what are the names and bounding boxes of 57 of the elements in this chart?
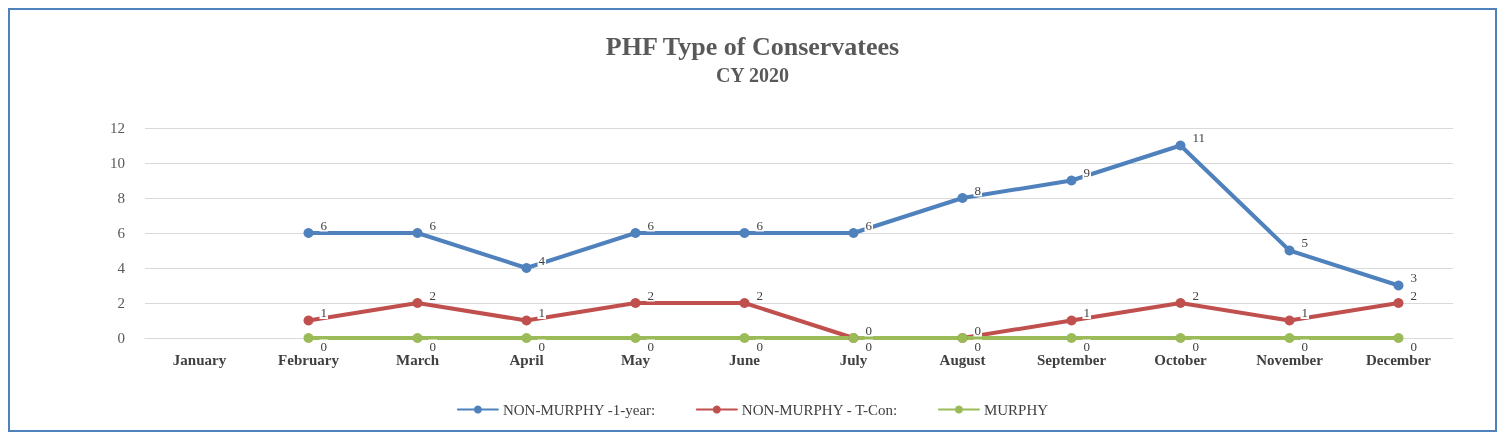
x-tick-label: May [620, 351, 651, 368]
data-label: 0 [1192, 338, 1199, 354]
x-tick-label: April [509, 351, 544, 368]
data-label: 0 [320, 338, 327, 354]
data-label: 1 [1301, 305, 1308, 320]
data-label: 0 [865, 322, 872, 338]
x-tick-label: July [839, 351, 868, 368]
y-tick-label: 10 [110, 155, 125, 171]
data-label: 0 [974, 322, 981, 338]
data-label: 2 [429, 287, 436, 303]
legend-label: MURPHY [983, 401, 1049, 418]
data-label: 0 [429, 338, 436, 354]
data-label: 6 [756, 217, 764, 233]
chart-title: PHF Type of Conservatees [605, 31, 900, 61]
data-label: 1 [1083, 305, 1090, 320]
data-label: 4 [538, 252, 546, 268]
data-label: 8 [974, 182, 981, 198]
data-label: 0 [1410, 338, 1417, 354]
chart-subtitle: CY 2020 [715, 64, 790, 86]
data-label: 0 [865, 338, 872, 354]
x-tick-label: December [1366, 351, 1432, 368]
x-tick-label: October [1154, 351, 1208, 368]
data-label: 0 [538, 338, 545, 354]
y-tick-label: 4 [117, 260, 126, 276]
data-label: 6 [647, 217, 655, 233]
data-label: 1 [538, 305, 545, 320]
y-tick-label: 8 [117, 190, 125, 206]
data-label: 2 [756, 287, 763, 303]
legend-label: NON-MURPHY - T-Con: [741, 401, 898, 418]
y-tick-label: 6 [117, 225, 126, 241]
x-tick-label: January [172, 351, 227, 368]
x-tick-label: November [1256, 351, 1324, 368]
data-label: 0 [1301, 338, 1308, 354]
y-tick-label: 12 [110, 120, 125, 136]
x-tick-label: September [1036, 351, 1107, 368]
x-tick-label: March [395, 351, 440, 368]
data-label: 1 [320, 305, 327, 320]
data-label: 3 [1410, 270, 1417, 285]
data-label: 2 [1192, 287, 1199, 303]
data-label: 5 [1301, 235, 1308, 250]
legend-label: NON-MURPHY -1-year: [502, 401, 656, 418]
x-tick-label: August [939, 351, 986, 368]
data-label: 6 [429, 217, 437, 233]
data-label: 9 [1083, 165, 1090, 180]
data-label: 2 [1410, 287, 1417, 303]
data-label: 11 [1192, 130, 1206, 145]
y-tick-label: 2 [117, 295, 125, 311]
data-label: 6 [320, 217, 328, 233]
data-label: 0 [647, 338, 654, 354]
data-label: 0 [974, 338, 981, 354]
data-label: 0 [756, 338, 763, 354]
data-label: 2 [647, 287, 654, 303]
data-label: 0 [1083, 338, 1090, 354]
y-tick-label: 0 [117, 330, 125, 346]
x-tick-label: June [729, 351, 761, 368]
x-tick-label: February [278, 351, 340, 368]
data-label: 6 [865, 217, 873, 233]
